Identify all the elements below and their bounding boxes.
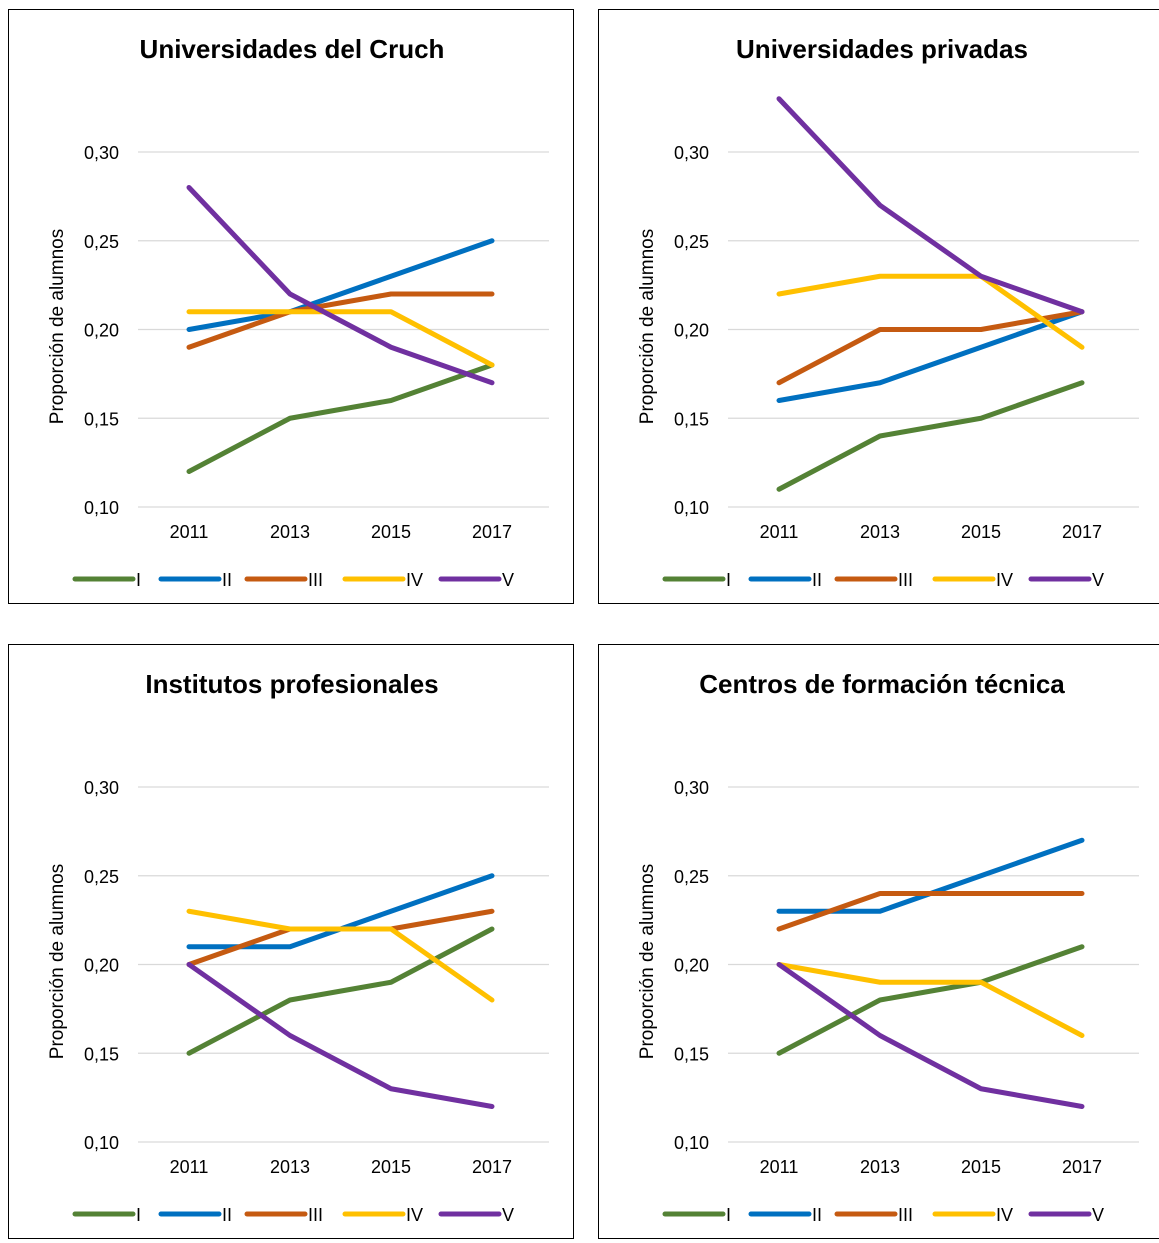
- legend-label-i: I: [726, 570, 731, 590]
- legend-label-iv: IV: [406, 1205, 423, 1225]
- x-tick-label: 2013: [860, 1157, 900, 1177]
- x-tick-label: 2013: [270, 522, 310, 542]
- chart-cruch: Universidades del Cruch 0,10 0,15 0,20 0,25 0…: [47, 34, 549, 590]
- y-tick-label: 0,20: [84, 956, 119, 976]
- y-tick-label: 0,10: [674, 1133, 709, 1153]
- chart-title: Institutos profesionales: [145, 669, 438, 699]
- y-tick-label: 0,20: [84, 321, 119, 341]
- legend-label-iii: III: [898, 570, 913, 590]
- series-line-v: [186, 962, 495, 1109]
- x-tick-label: 2015: [371, 1157, 411, 1177]
- y-tick-label: 0,15: [84, 409, 119, 429]
- legend-label-v: V: [502, 570, 514, 590]
- chart-centros: Centros de formación técnica 0,10 0,15 0,20…: [637, 669, 1139, 1225]
- chart-institutos: Institutos profesionales 0,10 0,15 0,20 0,25…: [47, 669, 549, 1225]
- legend-label-iii: III: [308, 1205, 323, 1225]
- y-axis-label: Proporción de alumnos: [47, 864, 68, 1059]
- legend-label-i: I: [726, 1205, 731, 1225]
- legend-label-i: I: [136, 570, 141, 590]
- series-line-iv: [776, 273, 1085, 350]
- series-line-ii: [186, 873, 495, 950]
- legend-label-iv: IV: [406, 570, 423, 590]
- series-line-iii: [776, 309, 1085, 386]
- legend-label-iii: III: [308, 570, 323, 590]
- x-tick-label: 2015: [371, 522, 411, 542]
- chart-panel-institutos: Institutos profesionales 0,10 0,15 0,20 0,25…: [8, 644, 574, 1239]
- y-axis-label: Proporción de alumnos: [47, 229, 68, 424]
- legend-label-iv: IV: [996, 1205, 1013, 1225]
- x-tick-label: 2017: [1062, 522, 1102, 542]
- x-tick-label: 2017: [472, 1157, 512, 1177]
- chart-panel-centros: Centros de formación técnica 0,10 0,15 0,20…: [598, 644, 1159, 1239]
- chart-privadas: Universidades privadas 0,10 0,15 0,20 0,25 0,…: [637, 34, 1139, 590]
- x-tick-label: 2015: [961, 522, 1001, 542]
- y-tick-label: 0,25: [674, 232, 709, 252]
- series-line-iv: [186, 309, 495, 368]
- y-tick-label: 0,20: [674, 956, 709, 976]
- y-tick-label: 0,30: [674, 778, 709, 798]
- x-tick-label: 2011: [170, 1157, 209, 1177]
- x-tick-label: 2011: [760, 1157, 799, 1177]
- legend-label-i: I: [136, 1205, 141, 1225]
- chart-title: Universidades del Cruch: [140, 34, 445, 64]
- legend-label-ii: II: [222, 1205, 232, 1225]
- y-tick-label: 0,30: [674, 143, 709, 163]
- legend-label-v: V: [1092, 1205, 1104, 1225]
- y-tick-label: 0,25: [84, 232, 119, 252]
- y-axis-label: Proporción de alumnos: [637, 229, 658, 424]
- series-line-v: [186, 185, 495, 386]
- y-tick-label: 0,30: [84, 143, 119, 163]
- y-tick-label: 0,30: [84, 778, 119, 798]
- x-tick-label: 2013: [860, 522, 900, 542]
- y-tick-label: 0,25: [674, 867, 709, 887]
- y-tick-label: 0,15: [674, 409, 709, 429]
- legend-label-v: V: [502, 1205, 514, 1225]
- chart-panel-privadas: Universidades privadas 0,10 0,15 0,20 0,25 0,…: [598, 9, 1159, 604]
- legend-label-iii: III: [898, 1205, 913, 1225]
- y-tick-label: 0,10: [674, 498, 709, 518]
- x-tick-label: 2011: [760, 522, 799, 542]
- x-tick-label: 2017: [472, 522, 512, 542]
- series-line-iii: [776, 891, 1085, 932]
- legend-label-v: V: [1092, 570, 1104, 590]
- legend-label-ii: II: [812, 570, 822, 590]
- legend-label-ii: II: [222, 570, 232, 590]
- chart-panel-cruch: Universidades del Cruch 0,10 0,15 0,20 0,25 0…: [8, 9, 574, 604]
- chart-title: Centros de formación técnica: [699, 669, 1065, 699]
- series-line-i: [186, 362, 495, 474]
- y-axis-label: Proporción de alumnos: [637, 864, 658, 1059]
- y-tick-label: 0,15: [674, 1044, 709, 1064]
- series-line-iii: [186, 291, 495, 350]
- x-tick-label: 2013: [270, 1157, 310, 1177]
- y-tick-label: 0,10: [84, 498, 119, 518]
- series-line-i: [776, 380, 1085, 492]
- chart-title: Universidades privadas: [736, 34, 1028, 64]
- series-line-v: [776, 962, 1085, 1109]
- y-tick-label: 0,10: [84, 1133, 119, 1153]
- series-line-ii: [186, 238, 495, 332]
- x-tick-label: 2011: [170, 522, 209, 542]
- series-line-i: [776, 944, 1085, 1056]
- series-line-iv: [186, 908, 495, 1003]
- series-line-ii: [776, 309, 1085, 403]
- x-tick-label: 2015: [961, 1157, 1001, 1177]
- y-tick-label: 0,15: [84, 1044, 119, 1064]
- legend-label-iv: IV: [996, 570, 1013, 590]
- series-line-iv: [776, 962, 1085, 1038]
- series-line-v: [776, 96, 1085, 315]
- series-line-i: [186, 926, 495, 1056]
- legend-label-ii: II: [812, 1205, 822, 1225]
- y-tick-label: 0,25: [84, 867, 119, 887]
- x-tick-label: 2017: [1062, 1157, 1102, 1177]
- y-tick-label: 0,20: [674, 321, 709, 341]
